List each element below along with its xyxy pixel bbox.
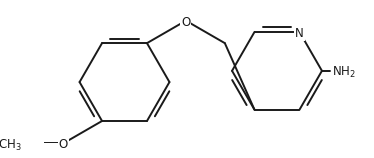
Text: O: O — [58, 138, 68, 152]
Text: CH$_3$: CH$_3$ — [0, 138, 22, 153]
Text: NH$_2$: NH$_2$ — [332, 65, 355, 80]
Text: O: O — [181, 16, 190, 29]
Text: N: N — [295, 27, 304, 40]
